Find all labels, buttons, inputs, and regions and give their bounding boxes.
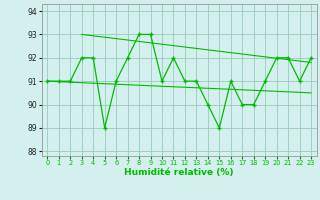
- X-axis label: Humidité relative (%): Humidité relative (%): [124, 168, 234, 177]
